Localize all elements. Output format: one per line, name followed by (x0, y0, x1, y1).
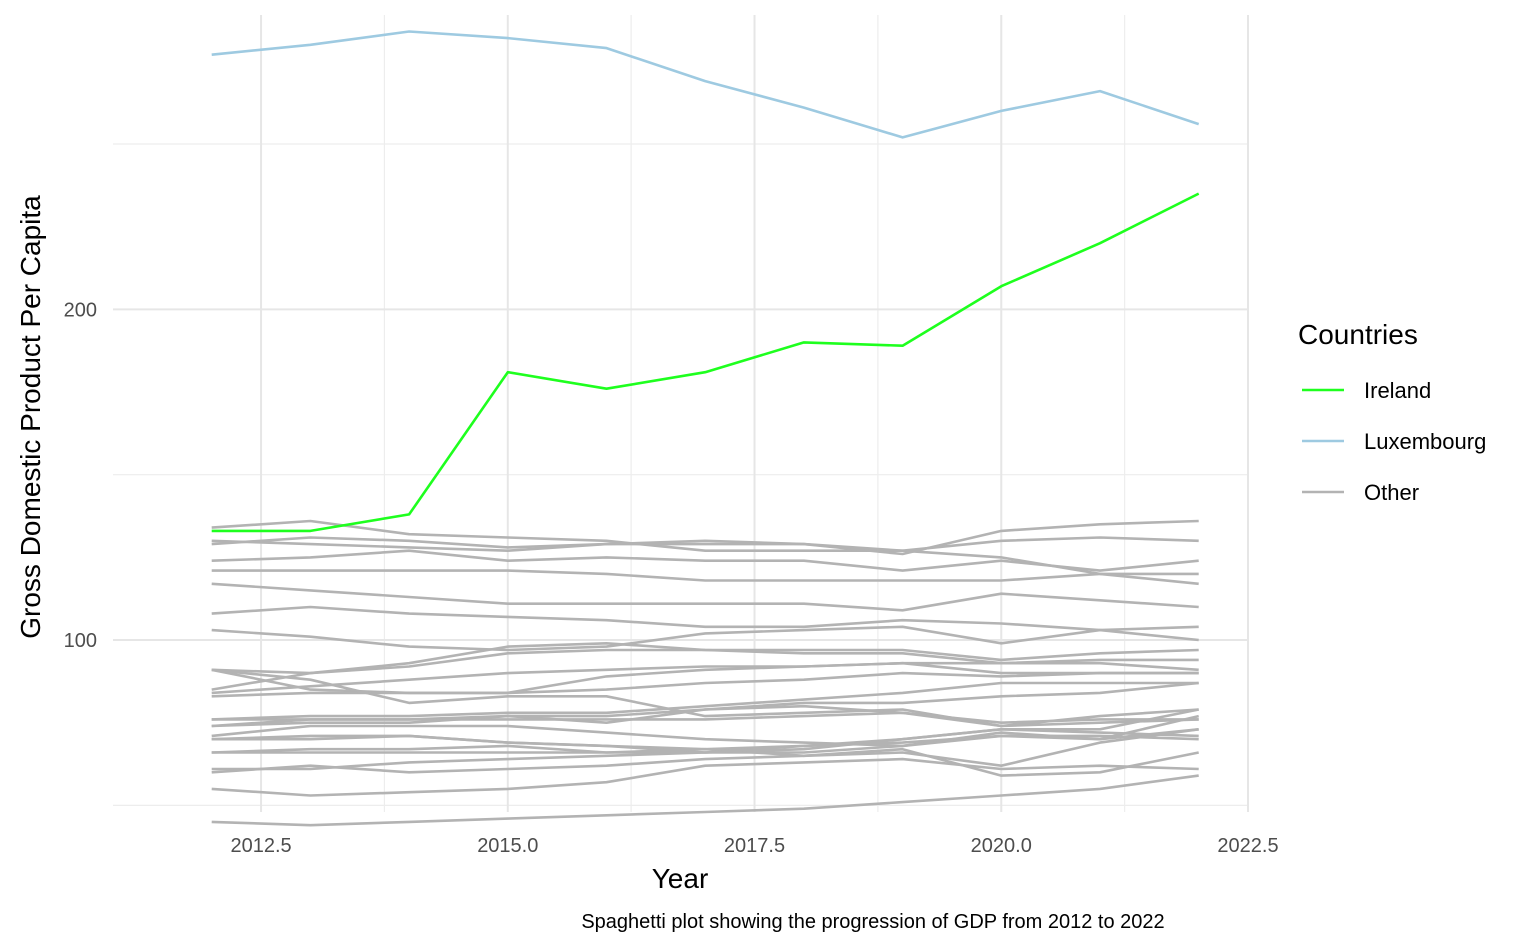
series-lines (211, 30, 1200, 827)
x-tick-label: 2012.5 (230, 835, 291, 857)
x-tick-label: 2015.0 (477, 835, 538, 857)
other-series-line (211, 549, 1199, 572)
y-tick-labels: 100 200 (64, 299, 97, 652)
x-tick-label: 2020.0 (971, 835, 1032, 857)
other-series-line (211, 671, 1199, 698)
chart-caption: Spaghetti plot showing the progression o… (581, 911, 1164, 933)
y-tick-label: 200 (64, 299, 97, 321)
other-series-line (211, 681, 1199, 721)
other-series-line (211, 704, 1199, 728)
other-series-line (211, 569, 1199, 582)
legend-label-other: Other (1364, 480, 1419, 505)
luxembourg-series-line (211, 30, 1200, 139)
legend-label-luxembourg: Luxembourg (1364, 429, 1486, 454)
other-series-line (211, 605, 1199, 642)
other-series-line (211, 734, 1199, 771)
other-series-line (211, 757, 1199, 797)
other-series-line (211, 519, 1199, 556)
other-series-line (211, 774, 1199, 827)
other-series-line (211, 661, 1199, 695)
other-series-line (211, 668, 1199, 728)
other-series-line (211, 582, 1199, 612)
other-series-line (211, 728, 1199, 767)
legend-title: Countries (1298, 319, 1418, 350)
y-tick-label: 100 (64, 630, 97, 652)
legend: Countries Ireland Luxembourg Other (1298, 319, 1486, 505)
other-series-line (211, 536, 1199, 552)
x-axis-title: Year (652, 863, 709, 894)
other-series-line (211, 625, 1199, 652)
legend-label-ireland: Ireland (1364, 378, 1431, 403)
grid-lines (113, 15, 1249, 812)
ireland-series-line (211, 192, 1200, 533)
other-series-line (211, 747, 1199, 777)
x-tick-labels: 2012.5 2015.0 2017.5 2020.0 2022.5 (230, 835, 1278, 857)
y-axis-title: Gross Domestic Product Per Capita (15, 195, 46, 639)
x-tick-label: 2022.5 (1217, 835, 1278, 857)
other-series-line (211, 519, 1199, 586)
legend-entries: Ireland Luxembourg Other (1302, 378, 1486, 505)
other-series-line (211, 681, 1199, 721)
x-tick-label: 2017.5 (724, 835, 785, 857)
